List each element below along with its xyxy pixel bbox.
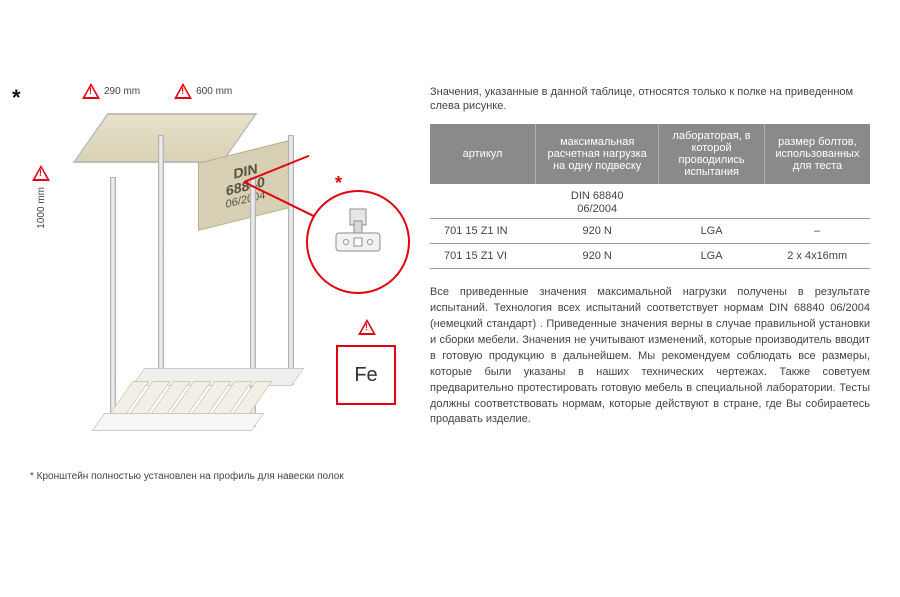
intro-text: Значения, указанные в данной таблице, от… bbox=[430, 85, 870, 114]
warning-icon: ! bbox=[358, 319, 376, 335]
cell-bolts: 2 x 4x16mm bbox=[764, 243, 870, 268]
warning-icon: ! bbox=[82, 83, 100, 99]
warning-icon: ! bbox=[32, 165, 50, 181]
cell-load: 920 N bbox=[536, 218, 659, 243]
diagram-asterisk: * bbox=[12, 85, 21, 111]
diagram-column: * ! 290 mm ! 600 mm ! 1000 mm bbox=[30, 85, 400, 482]
callout-asterisk: * bbox=[335, 173, 342, 194]
table-row: 701 15 Z1 VI 920 N LGA 2 x 4x16mm bbox=[430, 243, 870, 268]
spec-table: артикул максимальная расчетная нагрузка … bbox=[430, 124, 870, 269]
dim-width: 290 mm bbox=[104, 86, 140, 97]
cell-sku: 701 15 Z1 VI bbox=[430, 243, 536, 268]
cell-lab: LGA bbox=[659, 243, 765, 268]
th-bolts: размер болтов, использованных для теста bbox=[764, 124, 870, 184]
table-header-row: артикул максимальная расчетная нагрузка … bbox=[430, 124, 870, 184]
dim-top: ! 290 mm ! 600 mm bbox=[82, 83, 232, 99]
dim-depth: 600 mm bbox=[196, 86, 232, 97]
text-column: Значения, указанные в данной таблице, от… bbox=[430, 85, 870, 482]
th-load: максимальная расчетная нагрузка на одну … bbox=[536, 124, 659, 184]
th-lab: лабораторая, в которой проводились испыт… bbox=[659, 124, 765, 184]
bracket-icon bbox=[327, 207, 389, 277]
cell-load: 920 N bbox=[536, 243, 659, 268]
cabinet-shape: DIN 68840 06/2004 bbox=[90, 113, 290, 433]
body-paragraph: Все приведенные значения максимальной на… bbox=[430, 285, 870, 428]
cabinet-diagram: * ! 290 mm ! 600 mm ! 1000 mm bbox=[30, 85, 400, 465]
cell-sku: 701 15 Z1 IN bbox=[430, 218, 536, 243]
warning-icon: ! bbox=[174, 83, 192, 99]
table-row: 701 15 Z1 IN 920 N LGA – bbox=[430, 218, 870, 243]
bracket-callout bbox=[306, 190, 410, 294]
cell-lab: LGA bbox=[659, 218, 765, 243]
diagram-footnote: * Кронштейн полностью установлен на проф… bbox=[30, 471, 400, 482]
cell-bolts: – bbox=[764, 218, 870, 243]
dim-height: 1000 mm bbox=[36, 187, 47, 229]
th-sku: артикул bbox=[430, 124, 536, 184]
fe-label: Fe bbox=[354, 364, 377, 387]
std-line1: DIN 68840 bbox=[540, 190, 655, 203]
table-standard-row: DIN 68840 06/2004 bbox=[430, 184, 870, 219]
std-line2: 06/2004 bbox=[540, 203, 655, 216]
fe-material-box: Fe bbox=[336, 345, 396, 405]
dim-left: ! 1000 mm bbox=[32, 165, 50, 229]
